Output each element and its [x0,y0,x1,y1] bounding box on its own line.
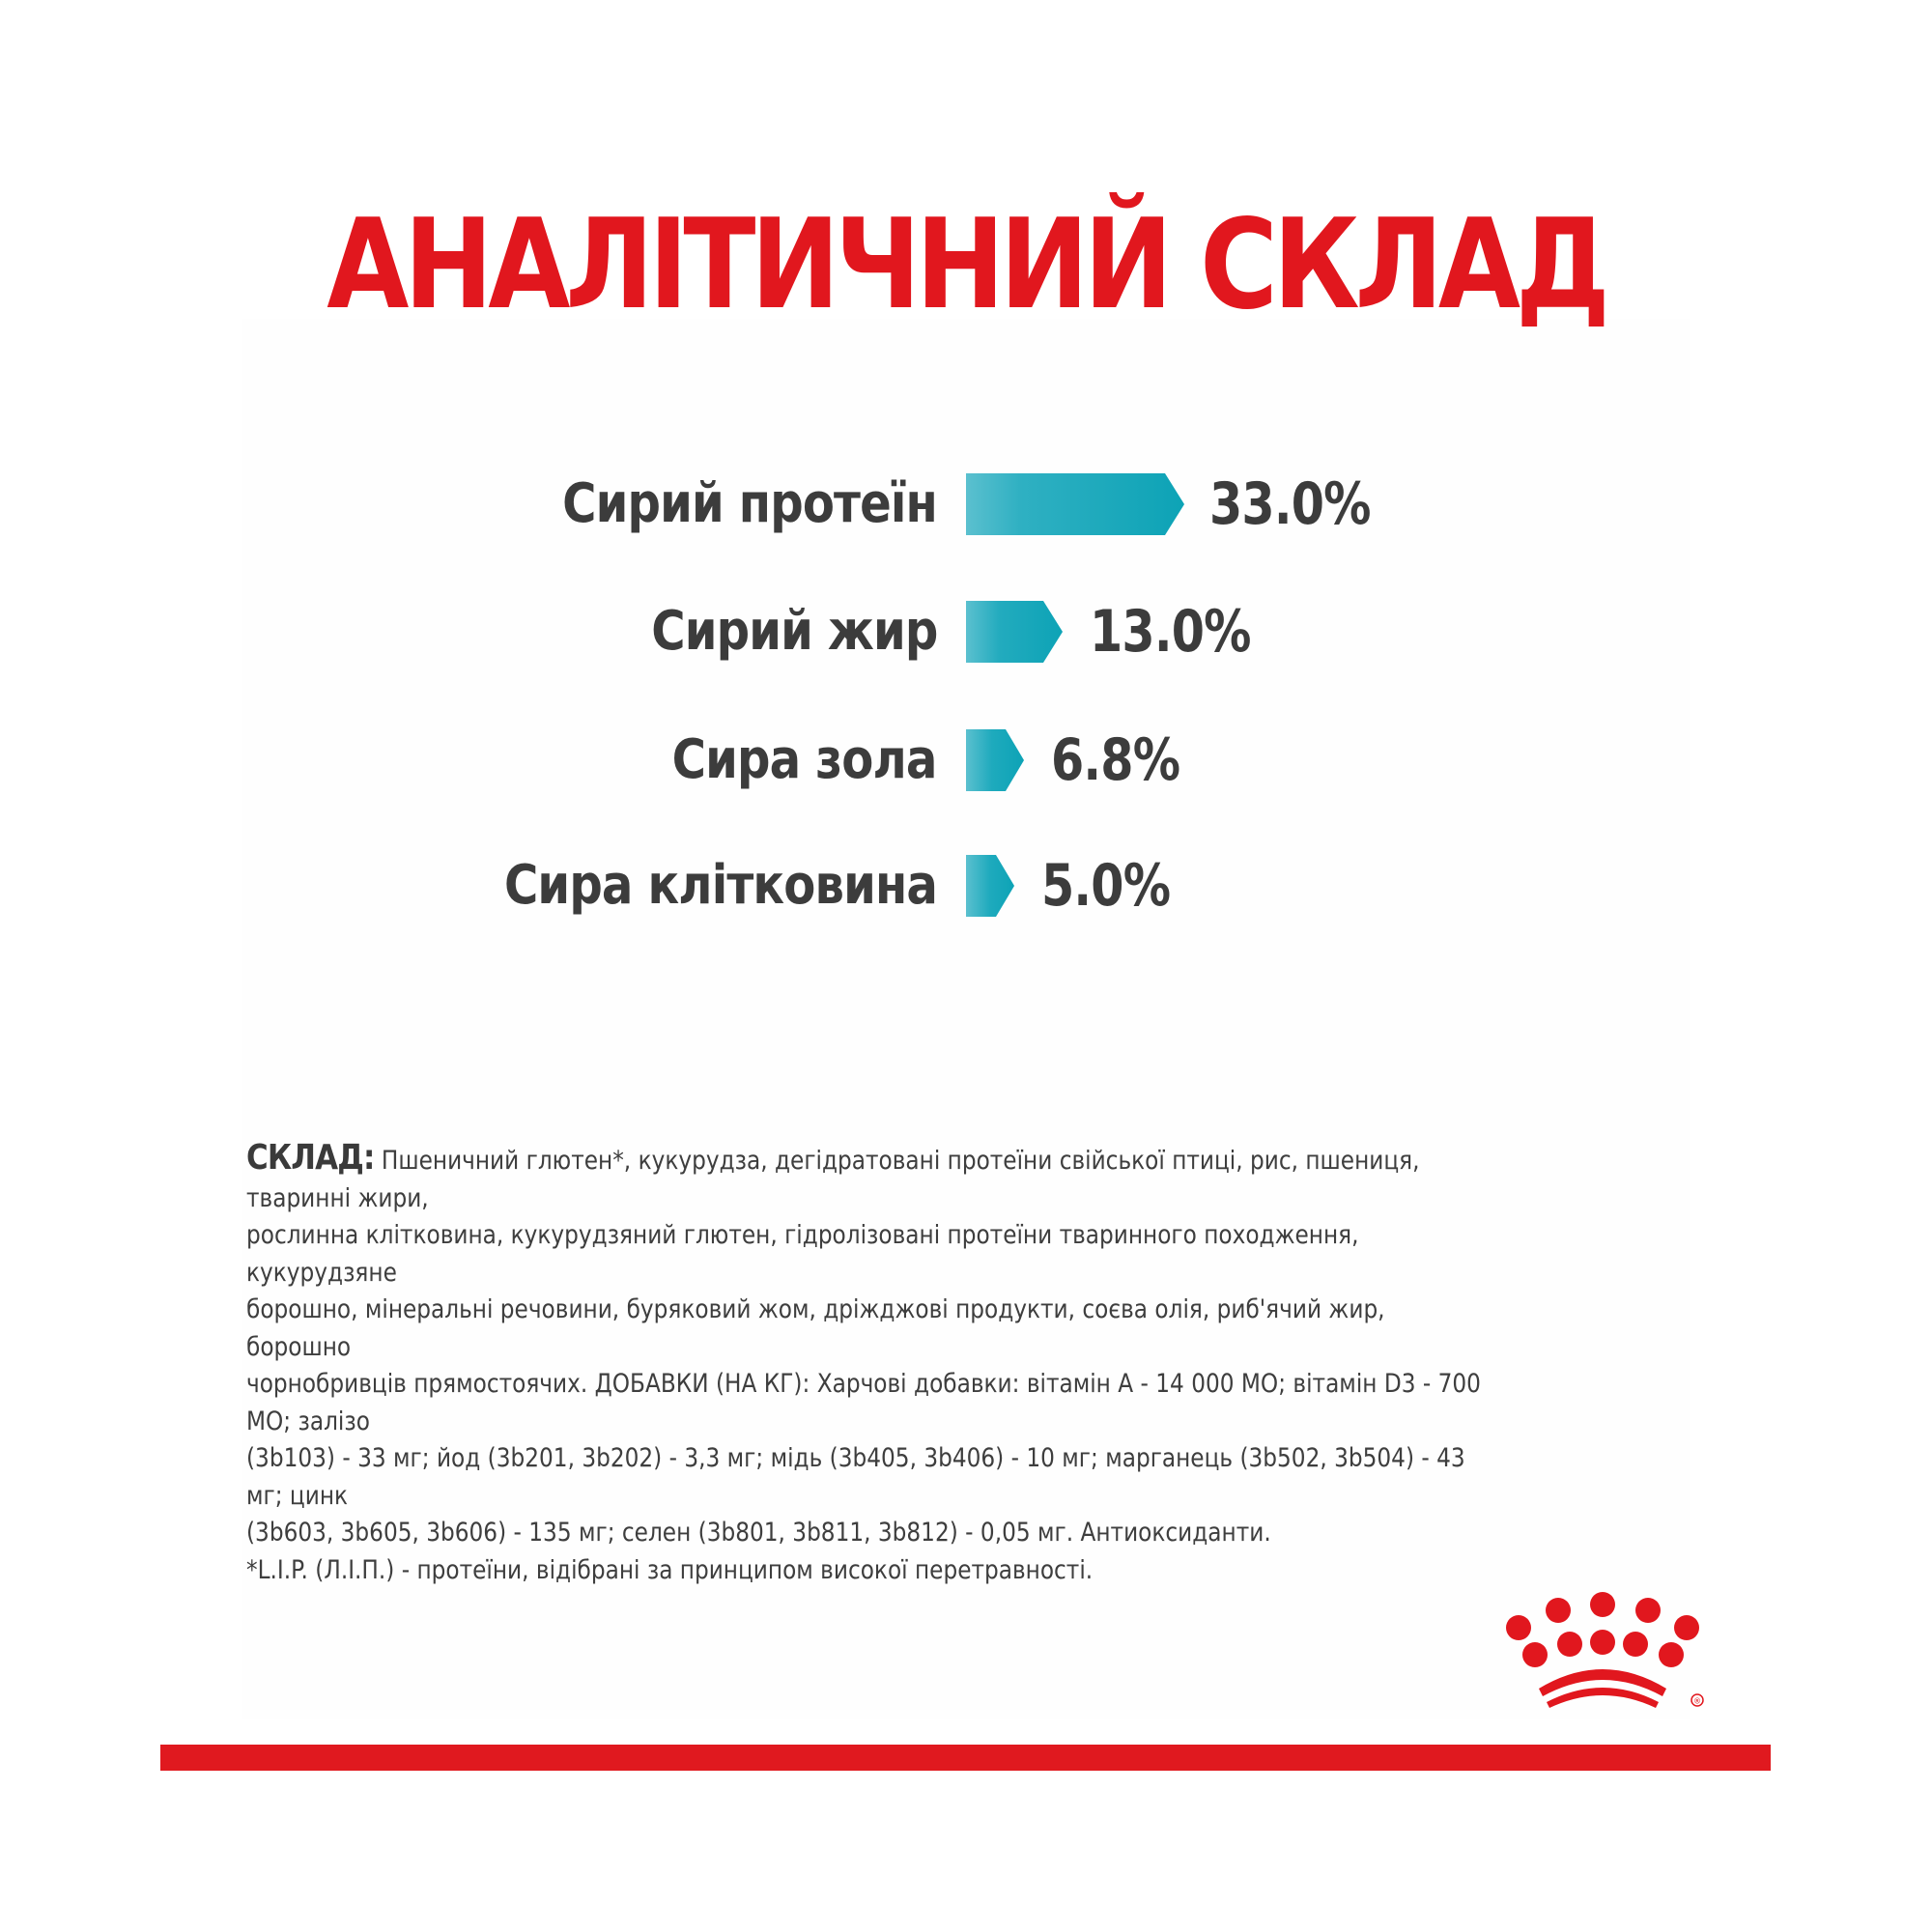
nutrient-value: 5.0% [1041,852,1171,920]
nutrient-row-fat: Сирий жир 13.0% [0,591,1932,672]
registered-mark: ® [1693,1697,1701,1706]
nutrient-value: 33.0% [1209,470,1371,538]
nutrient-value: 13.0% [1090,598,1251,666]
arrow-bar-icon [966,729,1024,791]
arrow-bar-icon [966,473,1184,535]
arrow-bar-icon [966,601,1063,663]
composition-footnote: *L.I.P. (Л.І.П.) - протеїни, відібрані з… [246,1554,1094,1585]
composition-heading: СКЛАД: [246,1138,375,1178]
nutrient-label: Сира зола [672,728,938,791]
composition-line-5: (3b103) - 33 мг; йод (3b201, 3b202) - 3,… [246,1443,1465,1511]
nutrient-row-protein: Сирий протеїн 33.0% [0,464,1932,545]
nutrient-label: Сирий протеїн [562,472,938,535]
nutrient-label: Сирий жир [650,600,938,663]
footer-red-bar [160,1745,1771,1771]
nutrient-value: 6.8% [1051,726,1180,794]
nutrient-label: Сира клітковина [503,854,938,917]
composition-text: СКЛАД: Пшеничний глютен*, кукурудза, дег… [246,1138,1492,1589]
composition-line-6: (3b603, 3b605, 3b606) - 135 мг; селен (3… [246,1518,1271,1548]
nutrient-bar [966,729,1024,791]
content-panel [242,319,1690,1719]
arrow-bar-icon [966,855,1014,917]
composition-line-4: чорнобривців прямостоячих. ДОБАВКИ (НА К… [246,1369,1481,1436]
nutrient-bar [966,855,1014,917]
composition-line-2: рослинна клітковина, кукурудзяний глютен… [246,1220,1359,1288]
composition-line-1: СКЛАД: Пшеничний глютен*, кукурудза, дег… [246,1138,1420,1213]
composition-line-3: борошно, мінеральні речовини, буряковий … [246,1294,1385,1362]
nutrient-row-ash: Сира зола 6.8% [0,720,1932,801]
nutrient-bar [966,601,1063,663]
nutrient-bar [966,473,1184,535]
crown-logo-icon: ® [1483,1584,1705,1710]
nutrient-row-fiber: Сира клітковина 5.0% [0,845,1932,926]
page-title: АНАЛІТИЧНИЙ СКЛАД [327,193,1610,337]
